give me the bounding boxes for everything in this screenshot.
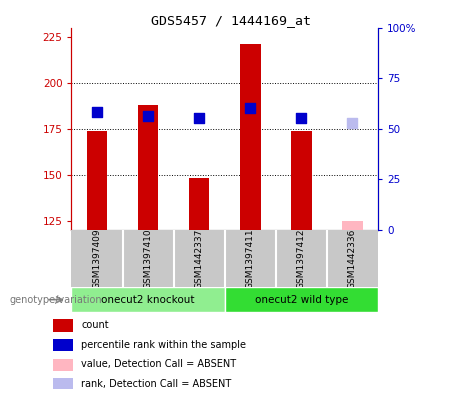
Text: onecut2 knockout: onecut2 knockout [101,295,195,305]
Point [349,120,356,126]
Text: rank, Detection Call = ABSENT: rank, Detection Call = ABSENT [82,379,232,389]
Text: count: count [82,320,109,330]
Bar [53,378,73,391]
Text: onecut2 wild type: onecut2 wild type [254,295,348,305]
Text: GSM1397409: GSM1397409 [93,228,101,289]
Text: GSM1442336: GSM1442336 [348,228,357,288]
Bar [291,130,312,230]
Bar [53,358,73,371]
Text: percentile rank within the sample: percentile rank within the sample [82,340,247,350]
Text: GSM1397411: GSM1397411 [246,228,255,289]
Bar [53,319,73,332]
Text: GSM1397412: GSM1397412 [297,228,306,288]
Text: genotype/variation: genotype/variation [9,295,102,305]
Point [144,113,152,119]
Bar [342,221,363,230]
Point [298,114,305,121]
Point [93,109,100,115]
Bar [87,130,107,230]
Bar [71,287,225,312]
Text: value, Detection Call = ABSENT: value, Detection Call = ABSENT [82,359,236,369]
Bar [240,44,260,230]
Text: GDS5457 / 1444169_at: GDS5457 / 1444169_at [150,14,311,27]
Bar [53,339,73,351]
Text: GSM1442337: GSM1442337 [195,228,204,288]
Bar [138,105,158,230]
Bar [189,178,209,230]
Bar [225,287,378,312]
Point [195,114,203,121]
Text: GSM1397410: GSM1397410 [143,228,153,289]
Point [247,105,254,112]
